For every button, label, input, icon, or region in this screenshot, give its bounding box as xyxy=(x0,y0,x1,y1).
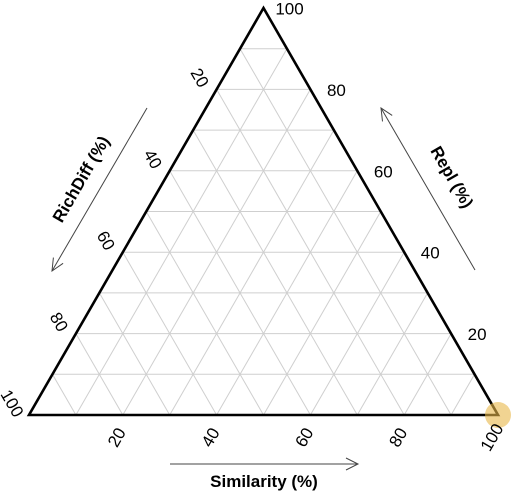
grid-similarity-80 xyxy=(403,333,452,416)
grid-richdiff-30 xyxy=(192,129,358,416)
grid-richdiff-60 xyxy=(122,251,218,416)
grid-similarity-70 xyxy=(356,292,429,416)
bottom-tick-labels: 20 40 60 80 100 xyxy=(104,420,507,454)
bottom-axis-arrow xyxy=(170,457,360,471)
bottom-tick-20: 20 xyxy=(104,425,130,451)
bottom-tick-60: 60 xyxy=(292,425,318,451)
bottom-axis-title: Similarity (%) xyxy=(210,472,318,491)
grid-richdiff-10 xyxy=(239,48,452,416)
grid-richdiff-50 xyxy=(145,211,264,416)
left-axis-arrow xyxy=(51,107,148,273)
left-tick-20: 20 xyxy=(187,65,213,91)
grid-lines xyxy=(52,48,475,416)
data-points xyxy=(485,402,511,428)
grid-richdiff-70 xyxy=(98,292,171,416)
right-tick-labels: 20 40 60 80 100 xyxy=(275,0,486,344)
right-tick-40: 40 xyxy=(421,244,440,263)
bottom-tick-40: 40 xyxy=(198,425,224,451)
right-tick-60: 60 xyxy=(374,162,393,181)
left-tick-labels: 20 40 60 80 100 xyxy=(0,65,212,421)
right-tick-100: 100 xyxy=(275,0,303,18)
left-tick-100: 100 xyxy=(0,386,27,420)
triangle-frame xyxy=(26,5,501,417)
grid-similarity-30 xyxy=(169,129,335,416)
grid-richdiff-80 xyxy=(75,333,124,416)
grid-similarity-50 xyxy=(263,211,382,416)
right-tick-80: 80 xyxy=(327,81,346,100)
right-tick-20: 20 xyxy=(468,325,487,344)
grid-similarity-90 xyxy=(450,374,475,416)
bottom-tick-80: 80 xyxy=(385,425,411,451)
grid-similarity-60 xyxy=(309,251,405,416)
left-tick-60: 60 xyxy=(93,228,119,254)
right-axis-arrow xyxy=(380,106,476,271)
data-point xyxy=(485,402,511,428)
left-tick-40: 40 xyxy=(140,146,166,172)
left-axis-title: RichDiff (%) xyxy=(49,133,114,226)
grid-richdiff-90 xyxy=(52,374,77,416)
grid-similarity-10 xyxy=(75,48,288,416)
left-tick-80: 80 xyxy=(46,309,72,335)
right-axis-title: Repl (%) xyxy=(427,143,477,211)
